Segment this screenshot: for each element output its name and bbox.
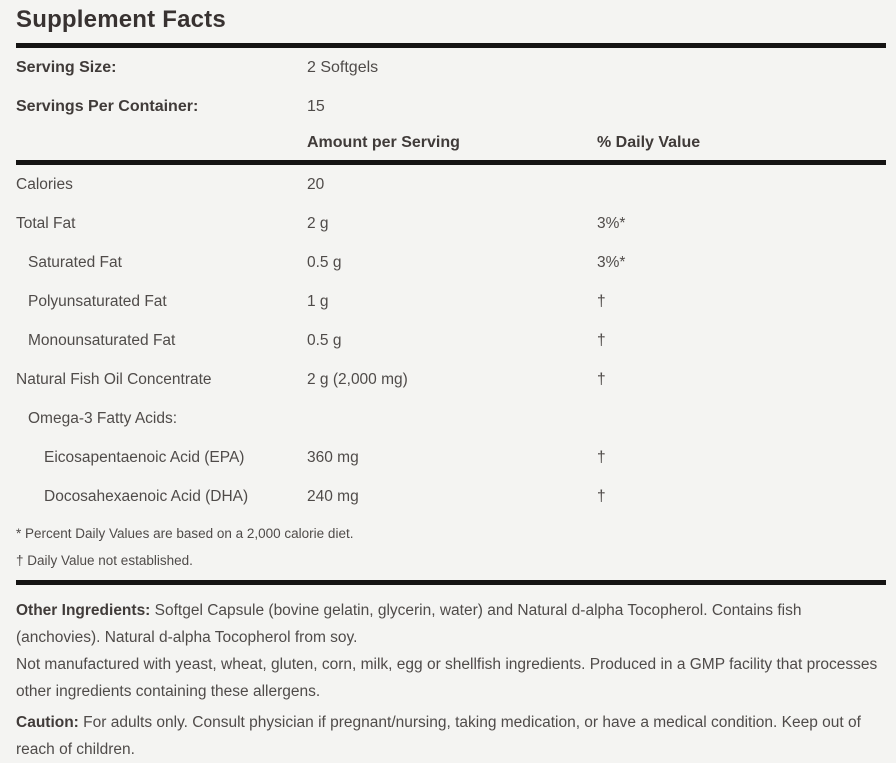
nutrient-name: Polyunsaturated Fat bbox=[28, 292, 167, 310]
nutrient-row-saturated-fat: Saturated Fat 0.5 g 3%* bbox=[16, 243, 886, 282]
column-header-amount: Amount per Serving bbox=[307, 134, 460, 151]
nutrient-daily-value: † bbox=[597, 331, 606, 349]
column-header-row: Amount per Serving % Daily Value bbox=[16, 126, 886, 160]
nutrient-table: Calories 20 Total Fat 2 g 3%* Saturated … bbox=[16, 165, 886, 516]
nutrient-daily-value: † bbox=[597, 370, 606, 388]
allergen-text: Not manufactured with yeast, wheat, glut… bbox=[16, 656, 878, 700]
nutrient-row-polyunsaturated-fat: Polyunsaturated Fat 1 g † bbox=[16, 282, 886, 321]
nutrient-amount: 240 mg bbox=[307, 487, 359, 505]
serving-size-value: 2 Softgels bbox=[307, 58, 379, 76]
nutrient-amount: 20 bbox=[307, 175, 325, 193]
divider-thick-top bbox=[16, 43, 886, 48]
nutrient-amount: 0.5 g bbox=[307, 331, 342, 349]
nutrient-daily-value: † bbox=[597, 448, 606, 466]
nutrient-row-omega3-fatty-acids: Omega-3 Fatty Acids: bbox=[16, 399, 886, 438]
nutrient-name: Monounsaturated Fat bbox=[28, 331, 176, 349]
serving-size-row: Serving Size: 2 Softgels bbox=[16, 48, 886, 87]
serving-size-label: Serving Size: bbox=[16, 58, 117, 76]
servings-per-container-label: Servings Per Container: bbox=[16, 97, 199, 115]
nutrient-amount: 2 g (2,000 mg) bbox=[307, 370, 408, 388]
nutrient-name: Total Fat bbox=[16, 214, 76, 232]
nutrient-row-dha: Docosahexaenoic Acid (DHA) 240 mg † bbox=[16, 477, 886, 516]
servings-per-container-value: 15 bbox=[307, 97, 325, 115]
nutrient-row-total-fat: Total Fat 2 g 3%* bbox=[16, 204, 886, 243]
nutrient-name: Eicosapentaenoic Acid (EPA) bbox=[44, 448, 245, 466]
nutrient-amount: 1 g bbox=[307, 292, 329, 310]
caution-paragraph: Caution: For adults only. Consult physic… bbox=[16, 709, 886, 763]
panel-title: Supplement Facts bbox=[16, 6, 226, 33]
nutrient-daily-value: † bbox=[597, 292, 606, 310]
nutrient-amount: 360 mg bbox=[307, 448, 359, 466]
footnote-daily-value: * Percent Daily Values are based on a 2,… bbox=[16, 526, 354, 541]
nutrient-amount: 0.5 g bbox=[307, 253, 342, 271]
nutrient-amount: 2 g bbox=[307, 214, 329, 232]
caution-text: For adults only. Consult physician if pr… bbox=[16, 714, 861, 758]
nutrient-name: Natural Fish Oil Concentrate bbox=[16, 370, 212, 388]
nutrient-name: Calories bbox=[16, 175, 73, 193]
caution-lead: Caution: bbox=[16, 714, 79, 731]
divider-thick-bottom bbox=[16, 580, 886, 585]
info-paragraphs: Other Ingredients: Softgel Capsule (bovi… bbox=[16, 597, 886, 763]
other-ingredients-text: Softgel Capsule (bovine gelatin, glyceri… bbox=[16, 602, 802, 646]
other-ingredients-paragraph: Other Ingredients: Softgel Capsule (bovi… bbox=[16, 597, 886, 651]
column-header-daily-value: % Daily Value bbox=[597, 134, 701, 151]
nutrient-name: Omega-3 Fatty Acids: bbox=[28, 409, 178, 427]
footnote-dagger: † Daily Value not established. bbox=[16, 553, 193, 568]
nutrient-name: Saturated Fat bbox=[28, 253, 122, 271]
nutrient-daily-value: 3%* bbox=[597, 253, 626, 271]
nutrient-daily-value: † bbox=[597, 487, 606, 505]
nutrient-daily-value: 3%* bbox=[597, 214, 626, 232]
nutrient-row-fish-oil-concentrate: Natural Fish Oil Concentrate 2 g (2,000 … bbox=[16, 360, 886, 399]
other-ingredients-lead: Other Ingredients: bbox=[16, 602, 151, 619]
allergen-paragraph: Not manufactured with yeast, wheat, glut… bbox=[16, 651, 886, 705]
nutrient-name: Docosahexaenoic Acid (DHA) bbox=[44, 487, 249, 505]
nutrient-row-monounsaturated-fat: Monounsaturated Fat 0.5 g † bbox=[16, 321, 886, 360]
nutrient-row-calories: Calories 20 bbox=[16, 165, 886, 204]
nutrient-row-epa: Eicosapentaenoic Acid (EPA) 360 mg † bbox=[16, 438, 886, 477]
servings-per-container-row: Servings Per Container: 15 bbox=[16, 87, 886, 126]
footnotes: * Percent Daily Values are based on a 2,… bbox=[16, 520, 886, 574]
divider-thick-middle bbox=[16, 160, 886, 165]
